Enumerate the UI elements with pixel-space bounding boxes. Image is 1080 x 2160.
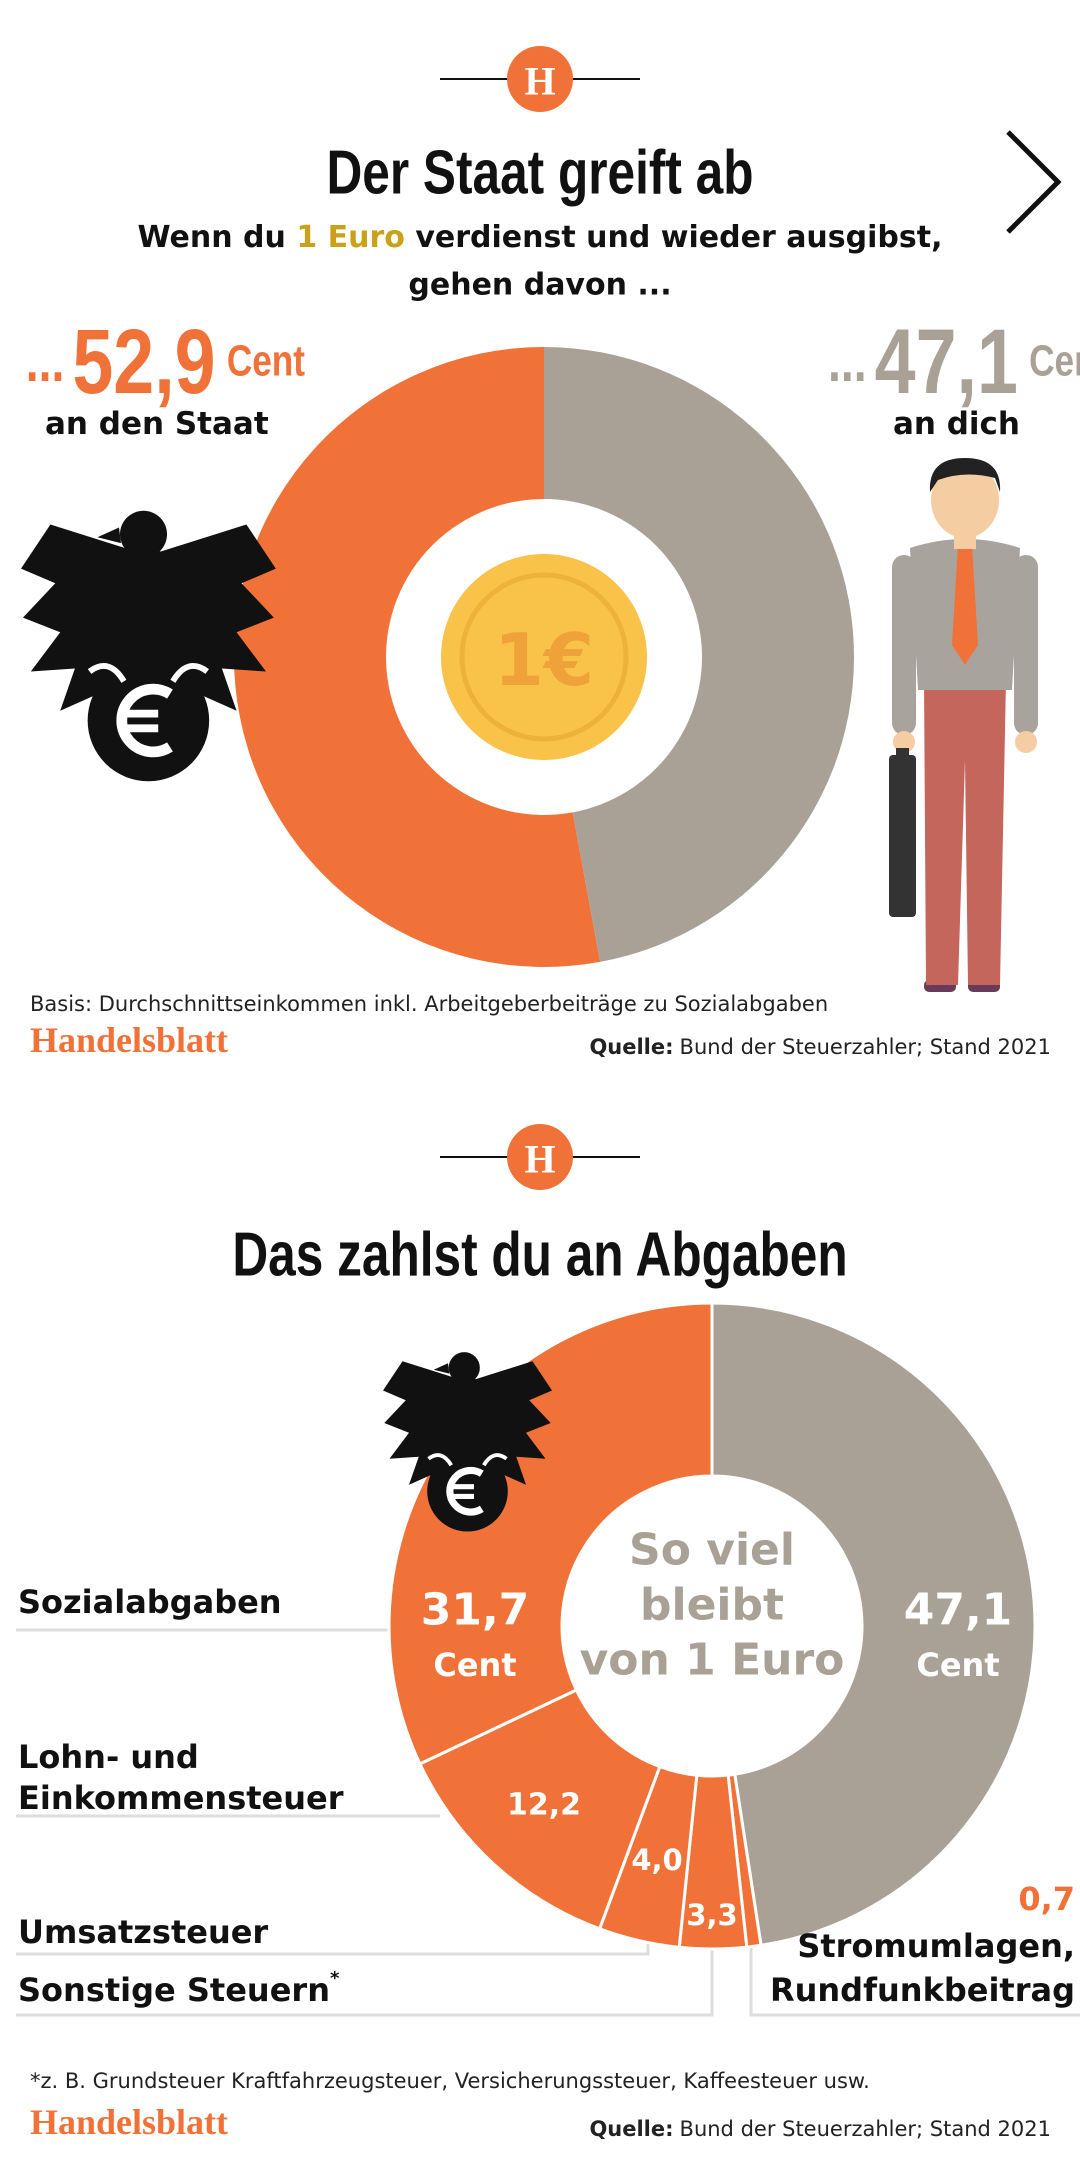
donut-slice — [417, 1688, 662, 1931]
category-label: Einkommensteuer — [18, 1779, 344, 1817]
value-label: 31,7 — [421, 1585, 530, 1636]
value-label: ...52,9 Cent — [26, 310, 305, 413]
value-unit: Cent — [916, 1646, 999, 1684]
title-group: Der Staat greift ab — [326, 137, 753, 207]
category-label: Stromumlagen, — [797, 1927, 1075, 1965]
value-label: 0,7 — [1018, 1880, 1075, 1918]
person-illustration — [889, 458, 1038, 992]
source-text: Bund der Steuerzahler; Stand 2021 — [680, 2117, 1051, 2141]
value-number: 52,9 — [72, 310, 215, 413]
category-label: an dich — [893, 406, 1020, 442]
value-group: ...52,9 Cent — [26, 310, 305, 413]
category-label: Rundfunkbeitrag — [770, 1971, 1075, 2009]
donut — [387, 1301, 1037, 1951]
value-unit: Cent — [433, 1646, 516, 1684]
label-prefix: ... — [26, 328, 65, 393]
source-text: Bund der Steuerzahler; Stand 2021 — [680, 1035, 1051, 1059]
value-unit: Cent — [227, 337, 305, 386]
logo: H — [524, 59, 555, 104]
leader-lines — [16, 1628, 1080, 2017]
donut-slice — [234, 347, 601, 967]
value-unit: Cent — [1029, 337, 1080, 386]
chart-title: Das zahlst du an Abgaben — [232, 1219, 847, 1289]
value-label: 4,0 — [631, 1843, 682, 1877]
brand: Handelsblatt — [30, 1020, 228, 1060]
title-group: Das zahlst du an Abgaben — [232, 1219, 847, 1289]
donut-slice — [710, 1301, 1037, 1947]
category-label: Umsatzsteuer — [18, 1913, 268, 1951]
donut-slice — [544, 347, 855, 962]
subtitle: Wenn du 1 Euro verdienst und wieder ausg… — [138, 220, 943, 255]
source: Quelle: Bund der Steuerzahler; Stand 2021 — [589, 1035, 1051, 1059]
subtitle-text: Wenn du — [138, 220, 297, 255]
subtitle-text: verdienst und wieder ausgibst, — [405, 220, 943, 255]
center-label: So viel — [629, 1525, 795, 1576]
value-label: 3,3 — [686, 1898, 737, 1932]
footnote: *z. B. Grundsteuer Kraftfahrzeugsteuer, … — [30, 2069, 870, 2093]
category-text: Sonstige Steuern — [18, 1971, 330, 2009]
source-label: Quelle: — [589, 1035, 673, 1059]
category-label: Sozialabgaben — [18, 1583, 282, 1621]
value-label: 47,1 — [904, 1585, 1013, 1636]
next-arrow[interactable] — [1006, 130, 1062, 234]
source-label: Quelle: — [589, 2117, 673, 2141]
subtitle-highlight: 1 Euro — [296, 220, 405, 255]
center-label: bleibt — [640, 1580, 784, 1631]
category-label: Sonstige Steuern* — [18, 1968, 340, 2010]
footnote-marker: * — [330, 1968, 340, 1989]
brand: Handelsblatt — [30, 2102, 228, 2142]
eagle-icon — [21, 511, 276, 781]
category-label: Lohn- und — [18, 1738, 199, 1776]
center-label: von 1 Euro — [580, 1635, 845, 1686]
category-label: an den Staat — [45, 406, 269, 442]
chart-title: Der Staat greift ab — [326, 137, 753, 207]
logo: H — [524, 1137, 555, 1182]
note: Basis: Durchschnittseinkommen inkl. Arbe… — [30, 992, 828, 1016]
value-label: 12,2 — [507, 1788, 581, 1823]
subtitle: gehen davon ... — [408, 268, 671, 303]
value-number: 47,1 — [875, 310, 1018, 413]
coin-label: 1€ — [494, 618, 594, 702]
logo-badge — [507, 46, 573, 112]
label-prefix: ... — [828, 328, 867, 393]
donut — [234, 347, 855, 967]
logo-badge — [507, 1124, 573, 1190]
coin — [441, 554, 647, 760]
source: Quelle: Bund der Steuerzahler; Stand 2021 — [589, 2117, 1051, 2141]
coin-ring — [459, 572, 629, 742]
